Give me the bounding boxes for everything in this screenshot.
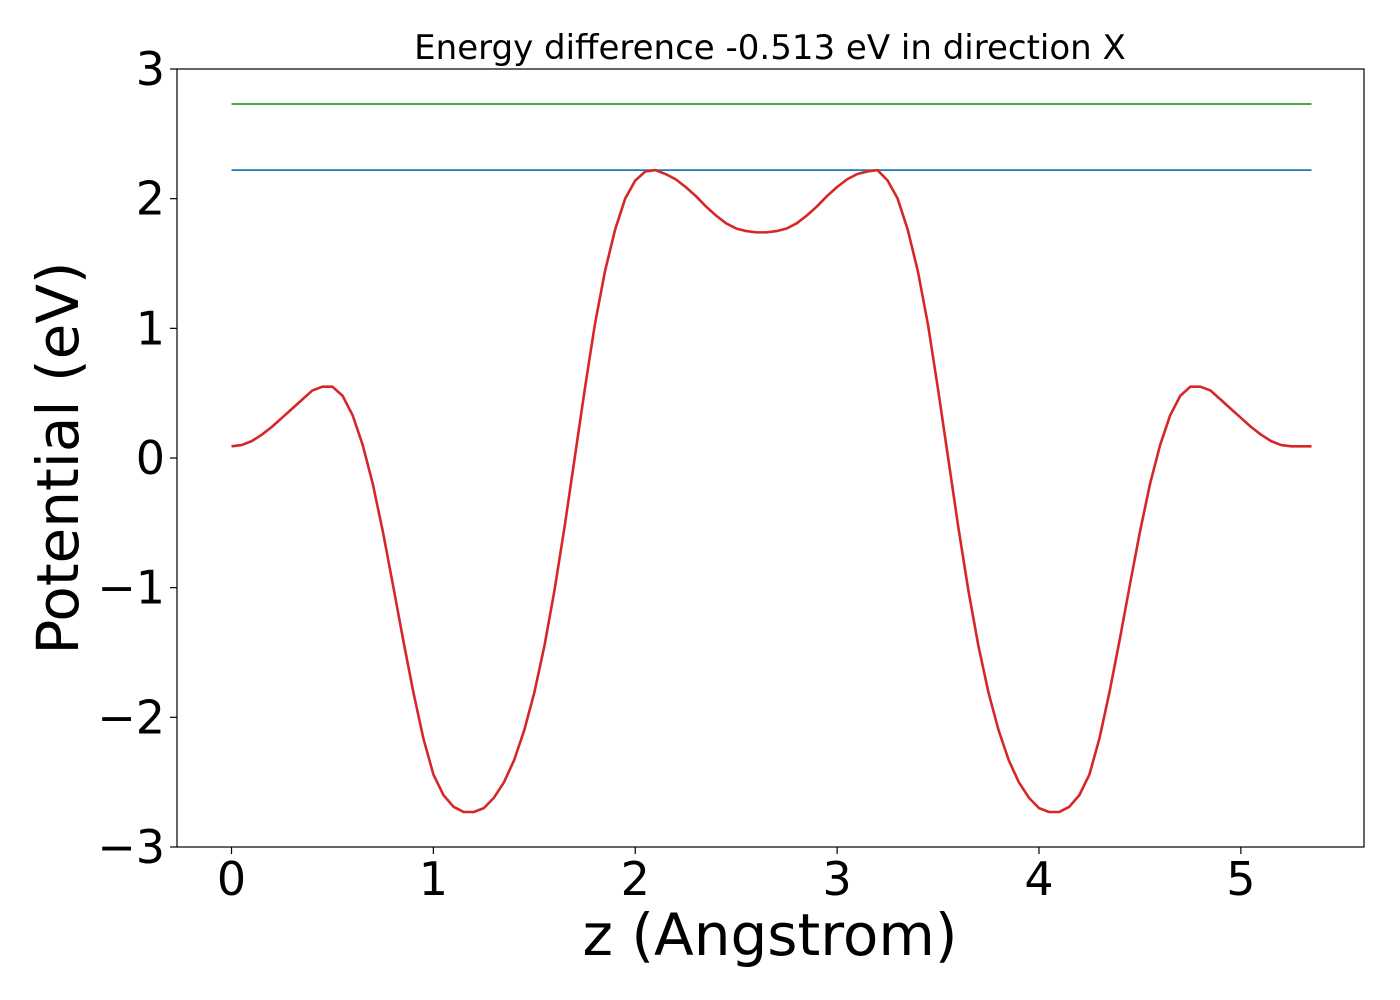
y-tick-label: 1	[136, 301, 165, 355]
chart-title: Energy difference -0.513 eV in direction…	[414, 28, 1126, 68]
y-axis-label: Potential (eV)	[24, 261, 92, 654]
y-axis: −3 −2 −1 0 1 2 3	[97, 42, 177, 874]
plot-area	[231, 103, 1312, 814]
x-tick-label: 1	[419, 852, 448, 906]
plot-frame	[176, 68, 1365, 848]
x-tick-label: 0	[217, 852, 246, 906]
y-tick-label: −3	[97, 820, 165, 874]
series-line-0	[231, 168, 1312, 814]
x-tick-label: 4	[1024, 852, 1053, 906]
x-tick-label: 5	[1226, 852, 1255, 906]
y-tick-label: −1	[97, 561, 165, 615]
y-tick-label: −2	[97, 690, 165, 744]
x-tick-label: 3	[822, 852, 851, 906]
y-tick-label: 0	[136, 431, 165, 485]
y-tick-label: 2	[136, 172, 165, 226]
y-tick-label: 3	[136, 42, 165, 96]
x-tick-label: 2	[621, 852, 650, 906]
x-axis-label: z (Angstrom)	[583, 901, 958, 969]
x-axis: 0 1 2 3 4 5	[217, 847, 1255, 906]
